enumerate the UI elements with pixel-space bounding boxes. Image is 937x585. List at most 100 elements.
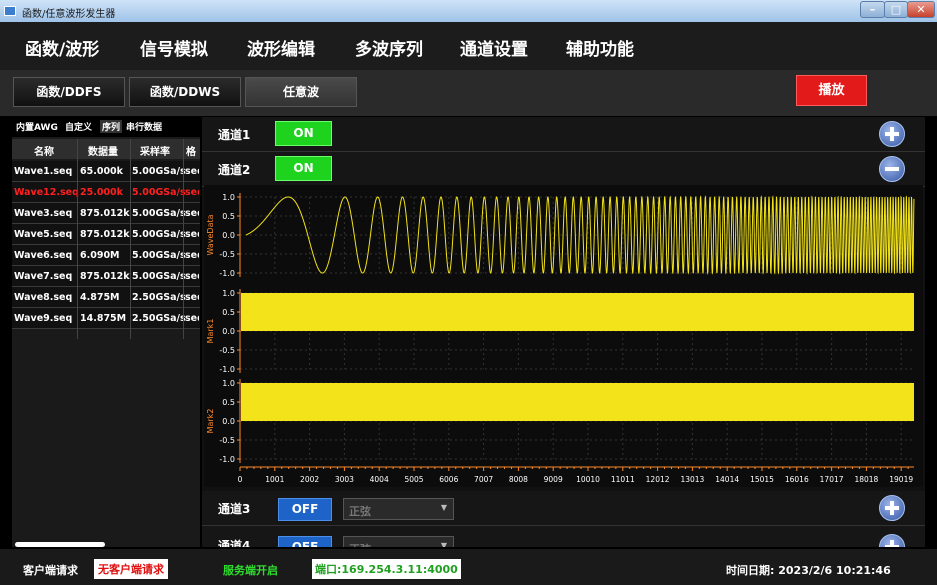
x-tick-label: 0	[238, 475, 243, 484]
add-icon[interactable]	[879, 121, 905, 147]
close-button[interactable]: ✕	[907, 1, 935, 18]
x-tick-label: 2002	[300, 475, 319, 484]
y-tick-label: -1.0	[219, 269, 235, 278]
sequence-list-panel: 内置AWG 自定义 序列 串行数据 名称 数据量 采样率 格式 Wave1.se…	[12, 117, 200, 547]
tab-builtin-awg[interactable]: 内置AWG	[16, 123, 58, 133]
column-divider	[77, 139, 78, 339]
list-item-size: 6.090M	[80, 250, 120, 261]
status-bar: 客户端请求 无客户端请求 服务端开启 端口:169.254.3.11:4000 …	[0, 549, 937, 585]
horizontal-scrollbar[interactable]	[15, 542, 105, 547]
list-item-name: Wave5.seq	[14, 229, 73, 240]
list-item[interactable]: Wave1.seq 65.000k 5.00GSa/sseq	[12, 161, 200, 182]
list-item-size: 25.000k	[80, 187, 123, 198]
remove-icon[interactable]	[879, 156, 905, 182]
list-item-name: Wave7.seq	[14, 271, 73, 282]
menu-waveform-edit[interactable]: 波形编辑	[247, 40, 315, 60]
y-tick-label: -1.0	[219, 365, 235, 374]
x-tick-label: 1001	[265, 475, 284, 484]
x-tick-label: 19019	[889, 475, 913, 484]
list-item-size: 875.012k	[80, 271, 130, 282]
list-item-format: seq	[185, 229, 199, 240]
tab-ddfs[interactable]: 函数/DDFS	[13, 77, 125, 107]
list-item-rate: 5.00GSa/s	[132, 166, 186, 177]
y-tick-label: 1.0	[222, 289, 235, 298]
list-item-size: 875.012k	[80, 229, 130, 240]
list-item-size: 4.875M	[80, 292, 120, 303]
client-request-value: 无客户端请求	[94, 559, 168, 579]
waveform-chart-svg: 1.0 0.5 0.0 -0.5 -1.0 WaveData 1.0 0.5 0.0 -0.5 -1…	[206, 193, 915, 484]
list-item[interactable]: Wave6.seq 6.090M 5.00GSa/sseq	[12, 245, 200, 266]
list-item[interactable]: Wave8.seq 4.875M 2.50GSa/sseq	[12, 287, 200, 308]
list-item-rate: 5.00GSa/s	[132, 229, 186, 240]
channel-3-label: 通道3	[218, 502, 251, 516]
menu-multi-sequence[interactable]: 多波序列	[355, 40, 423, 60]
maximize-button[interactable]: □	[884, 1, 908, 18]
channel-3-wave-select[interactable]: 正弦 ▼	[343, 498, 454, 520]
list-item-rate: 5.00GSa/s	[132, 271, 186, 282]
channel-3-toggle[interactable]: OFF	[278, 498, 332, 521]
add-icon[interactable]	[879, 534, 905, 547]
channel-4-wave-select[interactable]: 正弦 ▼	[343, 536, 454, 547]
tab-arbitrary[interactable]: 任意波	[245, 77, 357, 107]
list-item-name: Wave9.seq	[14, 313, 73, 324]
x-tick-label: 6006	[439, 475, 458, 484]
y-tick-label: 1.0	[222, 379, 235, 388]
y-tick-label: 0.0	[222, 327, 235, 336]
x-tick-label: 3003	[335, 475, 354, 484]
channel-1-toggle[interactable]: ON	[275, 121, 332, 146]
list-item-name: Wave8.seq	[14, 292, 73, 303]
minimize-button[interactable]: –	[860, 1, 885, 18]
channel-2-label: 通道2	[218, 163, 251, 177]
list-item-format: seq	[185, 292, 199, 303]
list-item-name: Wave1.seq	[14, 166, 73, 177]
x-tick-label: 16016	[785, 475, 809, 484]
x-tick-label: 4004	[370, 475, 389, 484]
list-item-name: Wave6.seq	[14, 250, 73, 261]
chevron-down-icon: ▼	[440, 541, 447, 547]
add-icon[interactable]	[879, 495, 905, 521]
list-item-size: 14.875M	[80, 313, 127, 324]
list-item-format: seq	[185, 250, 199, 261]
menu-function-waveform[interactable]: 函数/波形	[25, 40, 100, 60]
y-axis-label: Mark2	[206, 409, 215, 434]
window-title: 函数/任意波形发生器	[22, 9, 116, 20]
list-item-format: seq	[185, 208, 199, 219]
menu-signal-simulation[interactable]: 信号模拟	[140, 40, 208, 60]
list-item[interactable]: Wave9.seq 14.875M 2.50GSa/sseq	[12, 308, 200, 329]
list-item-format: seq	[185, 271, 199, 282]
y-tick-label: -0.5	[219, 436, 235, 445]
x-tick-label: 15015	[750, 475, 774, 484]
y-axis-label: WaveData	[206, 214, 215, 255]
server-status: 服务端开启	[223, 564, 278, 577]
y-tick-label: 1.0	[222, 193, 235, 202]
x-tick-label: 10010	[576, 475, 600, 484]
tab-ddws[interactable]: 函数/DDWS	[129, 77, 241, 107]
tab-custom[interactable]: 自定义	[65, 123, 93, 133]
y-axis-label: Mark1	[206, 319, 215, 344]
column-divider	[183, 139, 184, 339]
tab-sequence[interactable]: 序列	[100, 120, 123, 133]
list-tabs: 内置AWG 自定义 序列 串行数据	[12, 117, 200, 137]
x-tick-label: 9009	[544, 475, 563, 484]
channel-2-toggle[interactable]: ON	[275, 156, 332, 181]
tab-serial-data[interactable]: 串行数据	[126, 123, 163, 133]
col-name[interactable]: 名称	[34, 147, 54, 158]
client-request-label: 客户端请求	[23, 564, 78, 577]
x-tick-label: 7007	[474, 475, 493, 484]
col-rate[interactable]: 采样率	[140, 147, 170, 158]
play-button[interactable]: 播放	[796, 75, 867, 106]
menu-channel-settings[interactable]: 通道设置	[460, 40, 528, 60]
channel-4-toggle[interactable]: OFF	[278, 536, 332, 547]
col-size[interactable]: 数据量	[88, 147, 118, 158]
window-titlebar: 函数/任意波形发生器 – □ ✕	[0, 0, 937, 23]
y-tick-label: 0.0	[222, 417, 235, 426]
y-tick-label: -0.5	[219, 346, 235, 355]
mark2-band	[241, 383, 914, 421]
list-item-format: seq	[185, 166, 199, 177]
menu-auxiliary[interactable]: 辅助功能	[566, 40, 634, 60]
column-divider	[130, 139, 131, 339]
